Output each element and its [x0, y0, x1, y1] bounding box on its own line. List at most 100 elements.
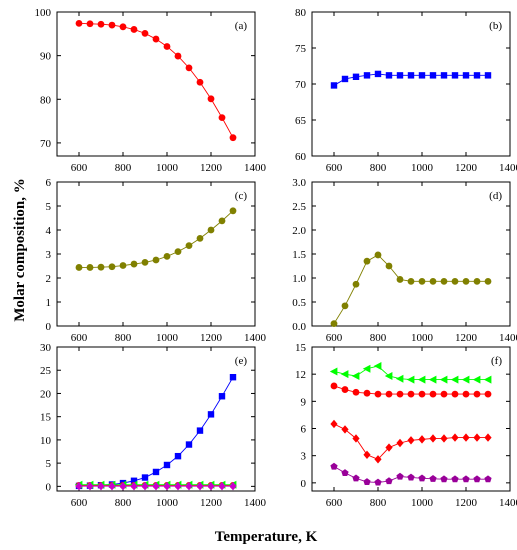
data-point	[396, 472, 404, 480]
series-1	[330, 251, 492, 327]
x-tick-label: 600	[71, 332, 88, 344]
data-point	[174, 481, 182, 491]
series-2	[330, 382, 492, 398]
data-point	[152, 256, 160, 264]
data-point	[418, 277, 426, 285]
x-tick-label: 1000	[156, 497, 179, 509]
data-point	[418, 435, 426, 444]
series-line	[333, 254, 488, 324]
data-point	[130, 26, 138, 33]
x-tick-label: 1200	[200, 497, 223, 509]
y-tick-label: 3	[46, 249, 52, 261]
panel-2: 600 800 1000 1200 1400 60 65 70 75 80 (b)	[295, 7, 517, 174]
data-point	[396, 390, 404, 398]
data-point	[341, 302, 349, 310]
data-point	[330, 82, 338, 89]
data-point	[141, 481, 149, 491]
y-tick-label: 5	[46, 458, 52, 470]
data-point	[385, 262, 393, 270]
data-point	[484, 433, 492, 442]
data-point	[130, 477, 138, 484]
data-point	[374, 251, 382, 259]
plot-frame	[311, 346, 511, 492]
y-tick-label: 2.5	[292, 201, 306, 213]
data-point	[130, 260, 138, 268]
data-point	[363, 450, 371, 459]
y-tick-label: 0	[46, 321, 52, 333]
data-point	[472, 375, 481, 384]
data-point	[97, 481, 105, 491]
data-point	[75, 19, 83, 27]
data-point	[108, 481, 116, 491]
data-point	[229, 481, 237, 491]
series-1	[75, 207, 237, 271]
data-point	[418, 474, 426, 482]
data-point	[119, 481, 127, 491]
data-point	[207, 95, 215, 103]
x-tick-label: 800	[115, 162, 132, 174]
data-point	[418, 72, 426, 79]
series-4	[330, 462, 492, 486]
data-point	[440, 475, 448, 483]
data-point	[440, 434, 448, 443]
x-tick-label: 1200	[200, 332, 223, 344]
data-point	[451, 277, 459, 285]
data-point	[218, 114, 226, 121]
data-point	[196, 427, 204, 434]
data-point	[141, 259, 149, 266]
y-tick-label: 4	[46, 225, 52, 237]
x-tick-label: 600	[326, 162, 343, 174]
data-point	[352, 474, 360, 482]
data-point	[450, 375, 459, 384]
y-tick-label: 2	[46, 273, 52, 285]
data-point	[352, 434, 360, 443]
data-point	[462, 277, 470, 285]
series-1	[75, 19, 237, 142]
data-point	[451, 433, 459, 442]
plot-frame	[311, 11, 511, 157]
x-tick-label: 800	[370, 497, 387, 509]
y-tick-label: 30	[40, 342, 52, 354]
series-1	[75, 373, 237, 490]
data-point	[473, 475, 481, 483]
data-point	[207, 226, 215, 234]
panel-label: (f)	[491, 355, 502, 367]
y-tick-label: 0.5	[292, 297, 306, 309]
series-3	[330, 419, 492, 464]
data-point	[374, 478, 382, 486]
data-point	[473, 72, 481, 79]
series-4	[75, 481, 237, 491]
data-point	[97, 263, 105, 271]
y-tick-label: 80	[295, 7, 307, 19]
data-point	[429, 434, 437, 443]
data-point	[440, 390, 448, 398]
data-point	[130, 481, 138, 491]
panel-6: 600 800 1000 1200 1400 0 3 6 9 12 15 (f)	[295, 342, 517, 509]
y-tick-label: 60	[295, 151, 307, 163]
data-point	[185, 64, 193, 72]
data-point	[451, 390, 459, 398]
data-point	[385, 72, 393, 79]
data-point	[218, 481, 226, 491]
data-point	[428, 375, 437, 384]
data-point	[196, 481, 204, 491]
x-tick-label: 600	[71, 497, 88, 509]
x-tick-label: 800	[115, 497, 132, 509]
panel-label: (b)	[489, 20, 502, 32]
data-point	[483, 375, 492, 384]
data-point	[396, 276, 404, 283]
data-point	[108, 21, 116, 29]
data-point	[407, 390, 415, 398]
x-tick-label: 1000	[411, 497, 434, 509]
data-point	[462, 433, 470, 442]
y-tick-label: 20	[40, 388, 52, 400]
y-tick-label: 1.0	[292, 273, 306, 285]
x-tick-label: 600	[71, 162, 88, 174]
data-point	[141, 474, 149, 481]
panel-label: (e)	[235, 355, 248, 367]
data-point	[374, 455, 382, 464]
data-point	[396, 438, 404, 448]
y-tick-label: 75	[295, 43, 307, 55]
